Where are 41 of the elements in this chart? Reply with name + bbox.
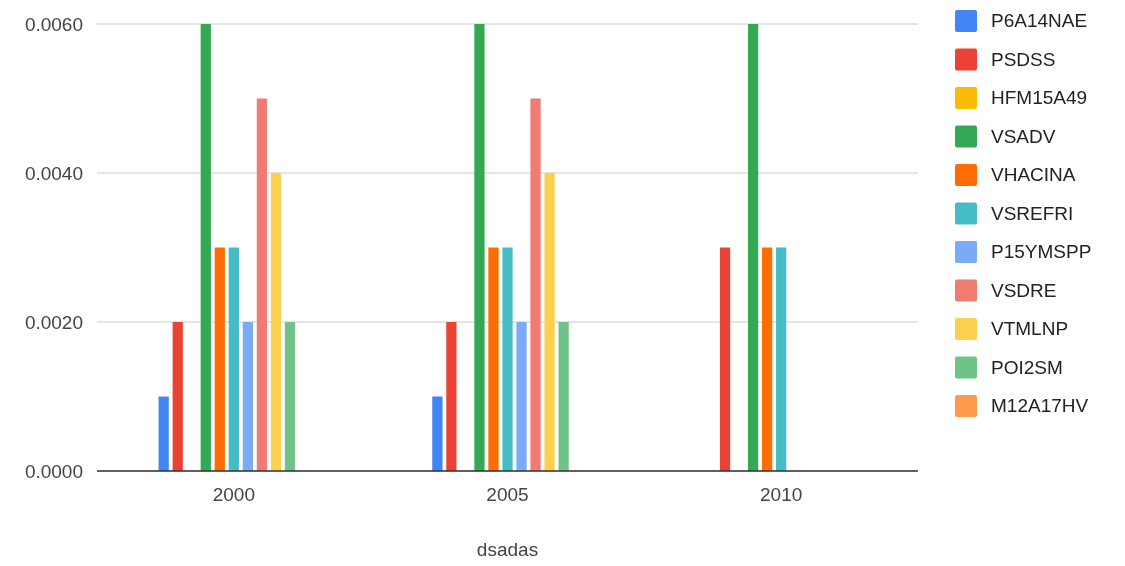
legend-label: VHACINA	[991, 164, 1076, 185]
legend-label: POI2SM	[991, 356, 1063, 378]
x-axis-title: dsadas	[476, 539, 539, 560]
x-tick-label: 2005	[486, 484, 529, 505]
bar	[256, 98, 268, 471]
bar	[172, 322, 183, 471]
bar	[432, 396, 443, 471]
bar	[530, 98, 541, 471]
bar	[558, 322, 569, 471]
bar	[242, 322, 253, 471]
bar	[516, 322, 527, 471]
bar	[446, 322, 457, 471]
x-tick-label: 2010	[760, 484, 803, 505]
legend-label: M12A17HV	[991, 395, 1089, 416]
x-tick-label: 2000	[212, 484, 255, 505]
legend-label: HFM15A49	[991, 87, 1088, 108]
bar	[228, 247, 239, 471]
y-tick-label: 0.0020	[24, 311, 83, 333]
bar	[747, 24, 759, 471]
bar	[284, 322, 296, 471]
y-tick-label: 0.0060	[24, 13, 83, 35]
bar	[762, 247, 773, 471]
bar	[502, 247, 513, 471]
legend-label: VTMLNP	[991, 318, 1069, 339]
legend-label: VSADV	[991, 125, 1056, 147]
bar	[544, 173, 555, 471]
y-tick-label: 0.0000	[24, 460, 83, 482]
y-tick-label: 0.0040	[24, 162, 83, 184]
bar	[719, 247, 731, 471]
legend-label: VSREFRI	[991, 202, 1074, 224]
legend-label: PSDSS	[991, 48, 1056, 70]
bar	[158, 396, 169, 471]
bar	[270, 173, 282, 471]
legend-label: P6A14NAE	[991, 10, 1088, 31]
legend-label: P15YMSPP	[991, 241, 1092, 262]
bar	[200, 24, 211, 471]
bar	[214, 247, 225, 471]
bar	[776, 247, 787, 471]
bar	[488, 247, 499, 471]
legend-label: VSDRE	[991, 279, 1057, 301]
bar	[474, 24, 485, 471]
